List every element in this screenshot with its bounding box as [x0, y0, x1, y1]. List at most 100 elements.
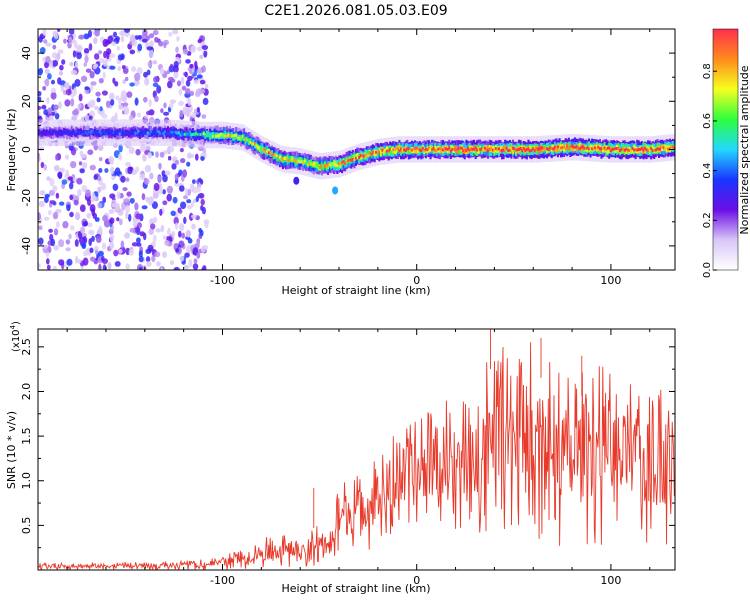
- ridge-cell: [640, 146, 643, 150]
- noise-spot: [152, 82, 159, 87]
- noise-spot: [155, 228, 161, 233]
- ridge-cell: [319, 165, 322, 169]
- ridge-cell: [626, 148, 629, 152]
- noise-spot: [125, 263, 130, 270]
- ridge-cell: [254, 142, 257, 149]
- noise-spot: [53, 228, 59, 236]
- ridge-cell: [493, 149, 496, 152]
- noise-spot: [167, 227, 171, 236]
- ridge-cell: [267, 151, 270, 155]
- spectrogram-marks: [38, 29, 675, 270]
- ridge-cell: [418, 148, 421, 152]
- ridge-cell: [330, 163, 333, 167]
- ridge-cell: [437, 147, 440, 151]
- noise-spot: [197, 186, 201, 193]
- noise-spot: [44, 78, 50, 87]
- noise-spot: [201, 45, 209, 50]
- noise-spot: [66, 204, 71, 212]
- ridge-cell: [42, 132, 45, 136]
- ridge-cell: [187, 132, 190, 136]
- noise-spot: [114, 261, 121, 267]
- ridge-cell: [670, 145, 673, 149]
- noise-spot: [41, 104, 47, 110]
- noise-spot: [136, 242, 142, 247]
- ridge-cell: [167, 132, 170, 135]
- ridge-cell: [515, 148, 518, 152]
- noise-spot: [160, 67, 164, 75]
- ridge-cell: [170, 130, 173, 138]
- noise-spot: [90, 99, 96, 107]
- noise-spot: [154, 251, 161, 258]
- ridge-cell: [566, 144, 569, 148]
- ridge-cell: [97, 130, 100, 137]
- ridge-cell: [645, 148, 648, 152]
- noise-spot: [173, 266, 180, 270]
- ridge-cell: [201, 132, 204, 136]
- ridge-cell: [277, 156, 280, 159]
- noise-spot: [83, 62, 87, 67]
- noise-spot: [125, 211, 129, 220]
- noise-spot: [46, 258, 50, 265]
- noise-spot: [67, 176, 73, 181]
- isolated-spot: [332, 186, 339, 195]
- ridge-cell: [174, 130, 177, 134]
- ridge-cell: [59, 132, 62, 135]
- noise-spot: [98, 78, 104, 84]
- noise-spot: [72, 109, 79, 116]
- noise-spot: [136, 67, 143, 75]
- colorbar-tick-label: 0.8: [702, 63, 713, 79]
- noise-spot: [191, 223, 196, 230]
- noise-spot: [137, 43, 143, 52]
- ridge-cell: [196, 132, 199, 136]
- ridge-cell: [48, 130, 51, 134]
- noise-spot: [176, 35, 180, 42]
- ridge-cell: [76, 130, 79, 134]
- noise-spot: [118, 144, 123, 153]
- ridge-cell: [460, 146, 463, 150]
- y-tick-label: 2.0: [20, 383, 33, 401]
- noise-spot: [43, 109, 49, 116]
- noise-spot: [170, 78, 176, 83]
- noise-spot: [156, 261, 161, 267]
- ridge-cell: [184, 132, 187, 136]
- noise-spot: [144, 164, 152, 173]
- noise-spot: [118, 248, 123, 254]
- noise-spot: [200, 205, 204, 211]
- noise-spot: [128, 248, 134, 256]
- ridge-cell: [334, 163, 337, 167]
- noise-spot: [50, 87, 57, 93]
- ridge-cell: [657, 147, 660, 151]
- ridge-cell: [469, 147, 472, 151]
- ridge-cell: [322, 164, 325, 168]
- ridge-cell: [379, 150, 382, 153]
- ridge-cell: [89, 131, 92, 135]
- noise-spot: [104, 168, 109, 173]
- ridge-cell: [313, 162, 316, 166]
- ridge-cell: [226, 134, 229, 138]
- ridge-cell: [288, 159, 291, 163]
- noise-spot: [45, 56, 51, 63]
- noise-spot: [148, 49, 154, 58]
- noise-spot: [171, 230, 176, 238]
- noise-spot: [52, 211, 59, 220]
- noise-spot: [181, 85, 187, 91]
- noise-spot: [48, 189, 56, 196]
- noise-spot: [160, 224, 165, 233]
- ridge-cell: [154, 128, 157, 135]
- noise-spot: [80, 226, 86, 234]
- ridge-cell: [558, 147, 561, 151]
- ridge-cell: [104, 132, 107, 136]
- ridge-cell: [101, 132, 104, 136]
- ridge-cell: [448, 147, 451, 154]
- noise-spot: [144, 114, 149, 119]
- ridge-cell: [629, 149, 632, 153]
- ridge-cell: [100, 131, 103, 135]
- noise-spot: [105, 100, 111, 109]
- noise-spot: [85, 189, 91, 198]
- noise-spot: [74, 255, 79, 264]
- ridge-cell: [647, 145, 650, 152]
- y-tick-label: -40: [20, 237, 33, 255]
- noise-spot: [69, 61, 74, 67]
- noise-spot: [194, 60, 198, 70]
- noise-spot: [62, 221, 69, 229]
